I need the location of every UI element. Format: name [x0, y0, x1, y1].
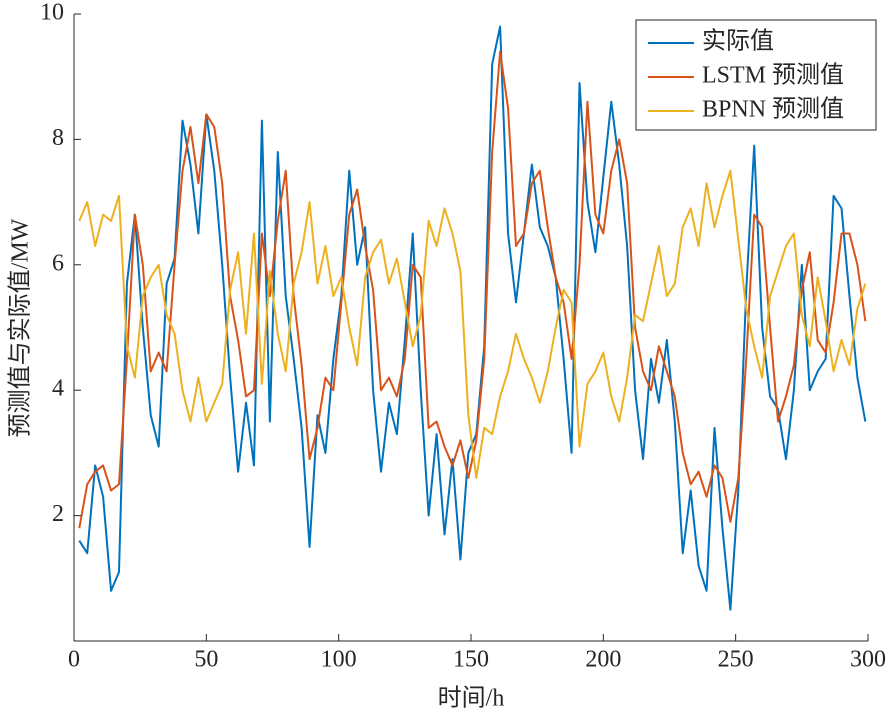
x-tick-label: 200 — [585, 647, 621, 673]
y-tick-label: 10 — [40, 0, 64, 26]
x-tick-label: 0 — [68, 647, 80, 673]
legend-label: LSTM 预测值 — [702, 62, 844, 89]
legend-label: 实际值 — [702, 28, 774, 55]
y-axis-label: 预测值与实际值/MW — [7, 218, 34, 437]
series-line — [78, 50, 867, 529]
legend-label: BPNN 预测值 — [702, 96, 844, 123]
x-tick-label: 300 — [850, 647, 886, 673]
x-tick-label: 100 — [321, 647, 357, 673]
x-axis-label: 时间/h — [438, 685, 505, 712]
y-tick-label: 4 — [52, 376, 64, 402]
x-tick-label: 50 — [194, 647, 218, 673]
y-tick-label: 2 — [52, 501, 64, 527]
x-tick-label: 150 — [453, 647, 489, 673]
y-tick-label: 6 — [52, 250, 64, 276]
x-tick-label: 250 — [718, 647, 754, 673]
series-line — [78, 169, 867, 479]
y-tick-label: 8 — [52, 125, 64, 151]
